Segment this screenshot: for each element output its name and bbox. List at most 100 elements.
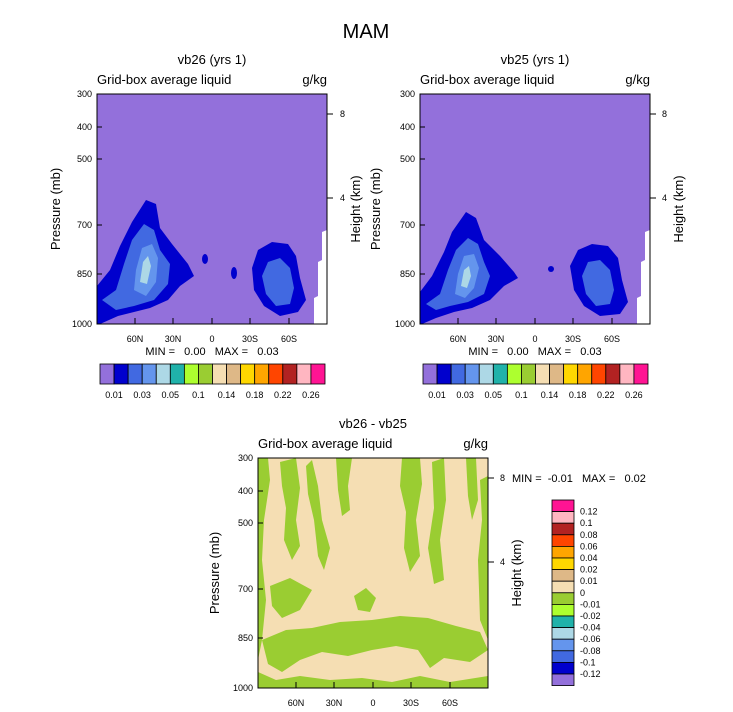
colorbar-swatch: [577, 363, 593, 385]
colorbar-swatch: [551, 650, 575, 663]
colorbar-swatch: [183, 363, 199, 385]
y-axis-label: Pressure (mb): [368, 168, 383, 250]
colorbar-swatch: [551, 511, 575, 524]
colorbar-swatch: [633, 363, 649, 385]
contour-band-positive: [262, 616, 488, 672]
colorbar-label: -0.06: [580, 634, 601, 644]
colorbar-label: -0.12: [580, 669, 601, 679]
panel-left-label: Grid-box average liquid: [97, 72, 231, 87]
y-right-tick-label: 8: [662, 109, 667, 119]
y-tick-label: 700: [400, 220, 415, 230]
y-right-tick-label: 8: [500, 473, 505, 483]
colorbar-swatch: [492, 363, 508, 385]
y-tick-label: 500: [238, 518, 253, 528]
y-tick-label: 500: [77, 154, 92, 164]
colorbar-swatch: [450, 363, 466, 385]
colorbar-swatch: [240, 363, 256, 385]
colorbar-label: 0.05: [485, 390, 503, 400]
contour-band-positive: [478, 476, 488, 640]
y-tick-label: 500: [400, 154, 415, 164]
colorbar-label: 0.03: [133, 390, 151, 400]
panel-vb26: vb26 (yrs 1) Grid-box average liquid g/k…: [48, 52, 363, 400]
x-tick-label: 0: [370, 698, 375, 708]
colorbar: 0.01 0.03 0.05 0.1 0.14 0.18 0.22 0.26: [422, 363, 649, 400]
panel-title: vb26 (yrs 1): [178, 52, 247, 67]
x-tick-label: 60N: [450, 334, 467, 344]
colorbar-swatch: [551, 580, 575, 594]
x-tick-label: 30S: [565, 334, 581, 344]
colorbar-swatch: [506, 363, 522, 385]
y-tick-label: 400: [77, 122, 92, 132]
y-tick-label: 700: [238, 584, 253, 594]
contour-band-positive: [270, 578, 312, 618]
y-axis-right: 8 4 Height (km): [327, 109, 363, 243]
colorbar-swatch: [113, 363, 129, 385]
colorbar-label: 0.12: [580, 507, 598, 517]
y-right-tick-label: 8: [340, 109, 345, 119]
colorbar-swatch: [591, 363, 607, 385]
panel-units-label: g/kg: [302, 72, 327, 87]
y-tick-label: 850: [400, 269, 415, 279]
colorbar-swatch: [549, 363, 565, 385]
contour-region-mid-north: [102, 224, 170, 310]
y-tick-label: 300: [77, 89, 92, 99]
colorbar: 0.01 0.03 0.05 0.1 0.14 0.18 0.22 0.26: [99, 363, 326, 400]
colorbar-label: -0.08: [580, 646, 601, 656]
colorbar-swatch: [310, 363, 326, 385]
x-tick-label: 60S: [442, 698, 458, 708]
y-right-axis-label: Height (km): [348, 175, 363, 242]
y-tick-label: 300: [400, 89, 415, 99]
colorbar-swatch: [551, 627, 575, 640]
min-max-label: MIN = 0.00 MAX = 0.03: [145, 346, 278, 358]
colorbar-swatch: [226, 363, 242, 385]
x-tick-label: 0: [532, 334, 537, 344]
colorbar-label: 0.26: [625, 390, 643, 400]
colorbar-swatch: [551, 604, 575, 617]
contour-region-mid-south: [262, 258, 294, 306]
colorbar-swatch: [619, 363, 635, 385]
colorbar-swatch: [521, 363, 536, 385]
x-tick-label: 60N: [288, 698, 305, 708]
colorbar-swatch: [99, 363, 115, 385]
x-tick-label: 60S: [281, 334, 297, 344]
colorbar-swatch: [551, 638, 575, 652]
colorbar-label: 0.14: [218, 390, 236, 400]
colorbar-swatch: [551, 557, 575, 571]
y-tick-label: 1000: [72, 319, 92, 329]
colorbar-label: 0.08: [580, 530, 598, 540]
contour-fills: [97, 200, 327, 324]
min-max-label: MIN = 0.00 MAX = 0.03: [468, 346, 601, 358]
colorbar-label: 0.05: [162, 390, 180, 400]
colorbar-swatch: [254, 363, 270, 385]
y-axis-right: 8 4 Height (km): [488, 473, 524, 607]
colorbar-label: 0.03: [456, 390, 474, 400]
y-tick-label: 400: [238, 486, 253, 496]
contour-band-positive: [258, 458, 270, 660]
y-axis-label: Pressure (mb): [207, 532, 222, 614]
x-tick-label: 30S: [242, 334, 258, 344]
colorbar-swatch: [551, 522, 575, 536]
x-tick-label: 30N: [488, 334, 505, 344]
contour-band-positive: [258, 672, 488, 688]
x-axis: 60N 30N 0 30S 60S: [127, 318, 297, 344]
contour-region-peak-north: [140, 256, 151, 284]
y-tick-label: 700: [77, 220, 92, 230]
colorbar-label: -0.1: [580, 657, 596, 667]
colorbar-swatch: [551, 592, 575, 605]
colorbar-swatch: [551, 569, 575, 582]
panel-units-label: g/kg: [463, 436, 488, 451]
y-axis-left: 300 400 500 700 850 1000 Pressure (mb): [48, 89, 102, 329]
contour-band-positive: [428, 458, 446, 584]
colorbar-swatch: [155, 363, 171, 385]
contour-spot: [202, 254, 208, 264]
colorbar-swatch: [436, 363, 452, 385]
panel-title: vb25 (yrs 1): [501, 52, 570, 67]
colorbar-swatch: [198, 363, 213, 385]
x-tick-label: 30N: [165, 334, 182, 344]
y-right-axis-label: Height (km): [671, 175, 686, 242]
y-right-tick-label: 4: [340, 193, 345, 203]
panel-units-label: g/kg: [625, 72, 650, 87]
contour-fills: [420, 212, 650, 324]
y-tick-label: 850: [77, 269, 92, 279]
